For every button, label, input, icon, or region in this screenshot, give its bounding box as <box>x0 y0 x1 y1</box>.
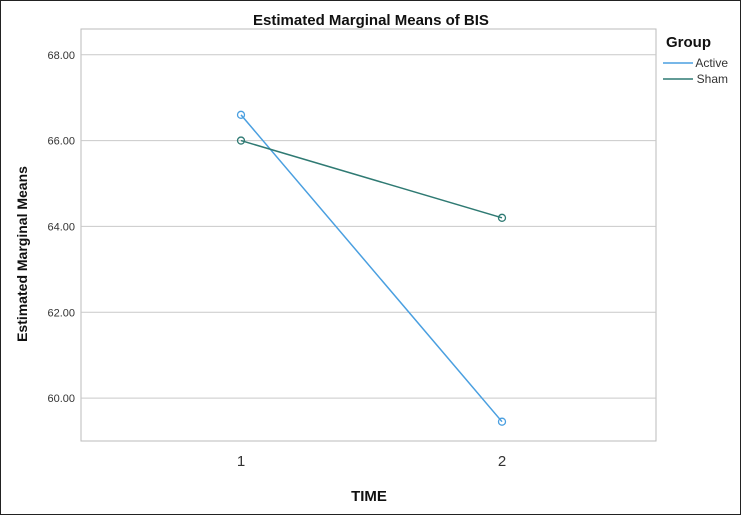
x-tick-label: 2 <box>498 453 506 470</box>
legend-label-sham: Sham <box>697 72 728 86</box>
y-axis-label: Estimated Marginal Means <box>14 166 30 342</box>
data-point-active <box>236 110 246 119</box>
x-axis-label: TIME <box>351 488 387 505</box>
chart-title: Estimated Marginal Means of BIS <box>253 12 489 29</box>
grid-layer <box>80 28 657 442</box>
y-tick-label: 66.00 <box>47 136 75 148</box>
series-line-active <box>240 114 503 423</box>
plot-area <box>80 28 657 442</box>
data-point-sham <box>236 136 246 145</box>
axis-layer: 60.00 62.00 64.00 66.00 68.00 1 2 <box>47 50 506 470</box>
legend-title: Group <box>666 34 711 51</box>
y-tick-label: 68.00 <box>47 50 75 62</box>
y-tick-label: 62.00 <box>47 307 75 319</box>
data-point-sham <box>497 213 507 222</box>
series-line-sham <box>240 139 503 219</box>
legend: Group Active Sham <box>663 34 728 86</box>
y-tick-label: 64.00 <box>47 221 75 233</box>
data-point-active <box>497 417 507 426</box>
x-tick-label: 1 <box>237 453 245 470</box>
legend-label-active: Active <box>695 56 728 70</box>
series-layer <box>236 110 507 426</box>
y-tick-label: 60.00 <box>47 393 75 405</box>
